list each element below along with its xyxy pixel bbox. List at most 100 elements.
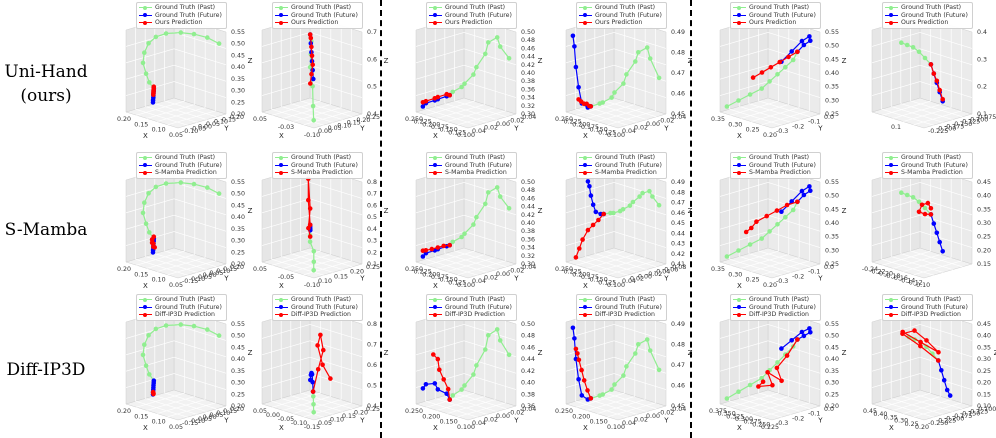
legend-swatch bbox=[885, 312, 898, 318]
legend-swatch bbox=[139, 12, 152, 18]
gridline bbox=[145, 398, 198, 415]
series-point bbox=[795, 337, 800, 342]
series-point bbox=[494, 327, 500, 332]
gridline bbox=[900, 253, 953, 270]
gridline bbox=[919, 48, 973, 66]
tick-label: 0.48 bbox=[671, 50, 685, 57]
gridline bbox=[871, 324, 921, 339]
tick-label: 0.35 bbox=[884, 414, 898, 421]
pane-side bbox=[565, 307, 615, 405]
legend-label: Ground Truth (Future) bbox=[749, 303, 816, 311]
pane-back bbox=[767, 165, 821, 265]
tick-label: 0.4 bbox=[367, 403, 377, 410]
gridline bbox=[309, 214, 363, 232]
legend-entry: Ground Truth (Past) bbox=[885, 296, 968, 304]
plot-3d-svg: 0.350.300.250.20-0.3-0.2-0.10.00.250.300… bbox=[711, 15, 847, 140]
legend-entry: S-Mamba Prediction bbox=[885, 169, 968, 177]
tick-label: 0.175 bbox=[431, 124, 449, 131]
legend-entry: Ours Prediction bbox=[733, 19, 816, 27]
tick-label: 0.15 bbox=[134, 121, 148, 128]
tick-label: 0.05 bbox=[169, 282, 183, 289]
tick-label: 0.47 bbox=[671, 200, 685, 207]
gridline bbox=[903, 107, 952, 122]
series-point bbox=[307, 206, 313, 211]
tick-label: 0.4 bbox=[367, 111, 377, 118]
tick-label: 0.250 bbox=[555, 266, 573, 273]
tick-label: -0.04 bbox=[670, 114, 686, 121]
gridline bbox=[739, 256, 792, 273]
legend-entry: Diff-IP3D Prediction bbox=[139, 311, 222, 319]
tick-label: -0.125 bbox=[968, 408, 988, 415]
tick-label: 0.175 bbox=[581, 124, 599, 131]
pane-side bbox=[261, 165, 311, 263]
plot-legend: Ground Truth (Past) Ground Truth (Future)… bbox=[426, 2, 517, 29]
legend-entry: Ground Truth (Past) bbox=[429, 154, 512, 162]
series-point bbox=[939, 368, 944, 373]
series-point bbox=[612, 90, 617, 95]
gridline bbox=[910, 392, 963, 410]
series-point bbox=[153, 34, 159, 40]
series-point bbox=[178, 180, 184, 185]
legend-label: Ours Prediction bbox=[291, 19, 339, 27]
series-point bbox=[928, 206, 934, 211]
gridline bbox=[892, 396, 941, 411]
legend-label: Ground Truth (Past) bbox=[901, 154, 962, 161]
tick-label: 0.45 bbox=[231, 202, 245, 209]
gridline bbox=[125, 48, 175, 64]
tick-label: 0.15 bbox=[223, 266, 237, 273]
gridline bbox=[135, 108, 188, 126]
tick-label: 0.350 bbox=[718, 411, 736, 418]
gridline bbox=[281, 256, 334, 273]
series-point bbox=[633, 351, 638, 356]
gridline bbox=[892, 104, 941, 119]
legend-label: Diff-IP3D Prediction bbox=[155, 311, 215, 319]
trajectory-plot: 0.20 0.15 0.10 0.05 -0.10 -0.05 0.00 0.05 0.10 0.… bbox=[96, 0, 253, 142]
series-point bbox=[918, 339, 923, 345]
legend-swatch bbox=[139, 155, 152, 161]
pane-back bbox=[613, 165, 667, 265]
plot-legend: Ground Truth (Past) Ground Truth (Future)… bbox=[136, 294, 227, 321]
legend-swatch bbox=[275, 312, 288, 318]
pane-back bbox=[613, 15, 667, 115]
tick-label: 0.20 bbox=[977, 247, 991, 254]
series-point bbox=[178, 30, 184, 35]
trajectory-plot: 0.35 0.30 0.25 0.20 -0.3 -0.2 -0.1 0.0 0.25 0.30 0… bbox=[690, 0, 847, 142]
legend-label: Ground Truth (Past) bbox=[901, 296, 962, 303]
gridline bbox=[729, 400, 782, 418]
series-point bbox=[506, 206, 512, 211]
tick-label: 0.55 bbox=[231, 29, 245, 36]
series-point bbox=[900, 329, 905, 335]
gridline bbox=[125, 198, 175, 214]
gridline bbox=[871, 231, 921, 246]
series-point bbox=[497, 194, 503, 199]
gridline bbox=[613, 340, 667, 358]
tick-label: 0.20 bbox=[117, 116, 131, 123]
legend-entry: Ground Truth (Future) bbox=[139, 12, 222, 20]
plot-legend: Ground Truth (Past) Ground Truth (Future)… bbox=[136, 152, 227, 179]
tick-label: 0.05 bbox=[206, 121, 220, 128]
tick-label: 0.32 bbox=[521, 253, 535, 260]
series-point bbox=[774, 208, 780, 213]
series-point bbox=[779, 378, 784, 384]
gridline bbox=[290, 103, 343, 120]
gridline bbox=[146, 396, 195, 411]
gridline bbox=[565, 198, 615, 214]
series-point bbox=[471, 72, 476, 77]
axis-label: X bbox=[433, 282, 438, 290]
pane-back bbox=[767, 307, 821, 407]
legend-swatch bbox=[429, 12, 442, 18]
tick-label: 0.46 bbox=[671, 210, 685, 217]
series-point bbox=[308, 372, 314, 378]
pane-side bbox=[719, 307, 769, 405]
tick-label: 0.15 bbox=[223, 408, 237, 415]
series-point bbox=[621, 81, 626, 86]
series-point bbox=[153, 326, 159, 332]
pane-back bbox=[919, 15, 973, 115]
tick-label: 0.45 bbox=[863, 408, 877, 415]
series-point bbox=[178, 322, 184, 327]
legend-entry: Ground Truth (Past) bbox=[579, 296, 662, 304]
tick-label: -0.125 bbox=[960, 119, 980, 126]
series-point bbox=[153, 184, 159, 190]
tick-label: 0.47 bbox=[671, 362, 685, 369]
legend-entry: Ours Prediction bbox=[139, 19, 222, 27]
